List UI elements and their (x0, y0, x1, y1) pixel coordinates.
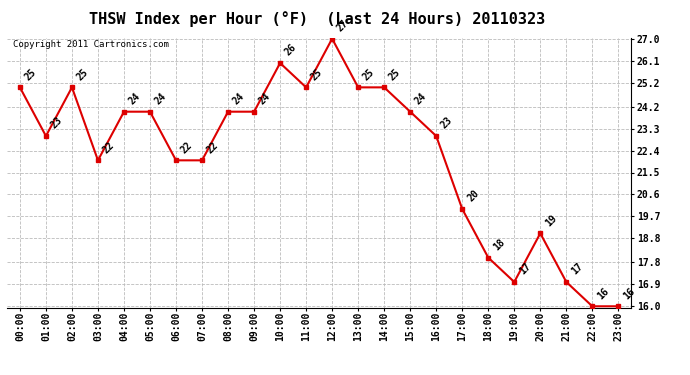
Text: Copyright 2011 Cartronics.com: Copyright 2011 Cartronics.com (13, 40, 169, 49)
Text: 25: 25 (75, 67, 90, 82)
Text: 18: 18 (491, 237, 506, 252)
Text: 22: 22 (205, 140, 221, 155)
Text: 24: 24 (231, 91, 246, 106)
Text: 16: 16 (595, 285, 611, 301)
Text: 24: 24 (257, 91, 273, 106)
Text: 16: 16 (622, 285, 637, 301)
Text: 17: 17 (518, 261, 533, 277)
Text: 24: 24 (413, 91, 428, 106)
Text: 25: 25 (387, 67, 403, 82)
Text: THSW Index per Hour (°F)  (Last 24 Hours) 20110323: THSW Index per Hour (°F) (Last 24 Hours)… (89, 11, 546, 27)
Text: 24: 24 (127, 91, 143, 106)
Text: 26: 26 (283, 42, 299, 58)
Text: 24: 24 (153, 91, 168, 106)
Text: 22: 22 (101, 140, 117, 155)
Text: 23: 23 (440, 115, 455, 130)
Text: 22: 22 (179, 140, 195, 155)
Text: 20: 20 (465, 188, 481, 204)
Text: 17: 17 (569, 261, 585, 277)
Text: 25: 25 (362, 67, 377, 82)
Text: 23: 23 (49, 115, 64, 130)
Text: 27: 27 (335, 18, 351, 33)
Text: 25: 25 (309, 67, 324, 82)
Text: 25: 25 (23, 67, 39, 82)
Text: 19: 19 (544, 213, 559, 228)
